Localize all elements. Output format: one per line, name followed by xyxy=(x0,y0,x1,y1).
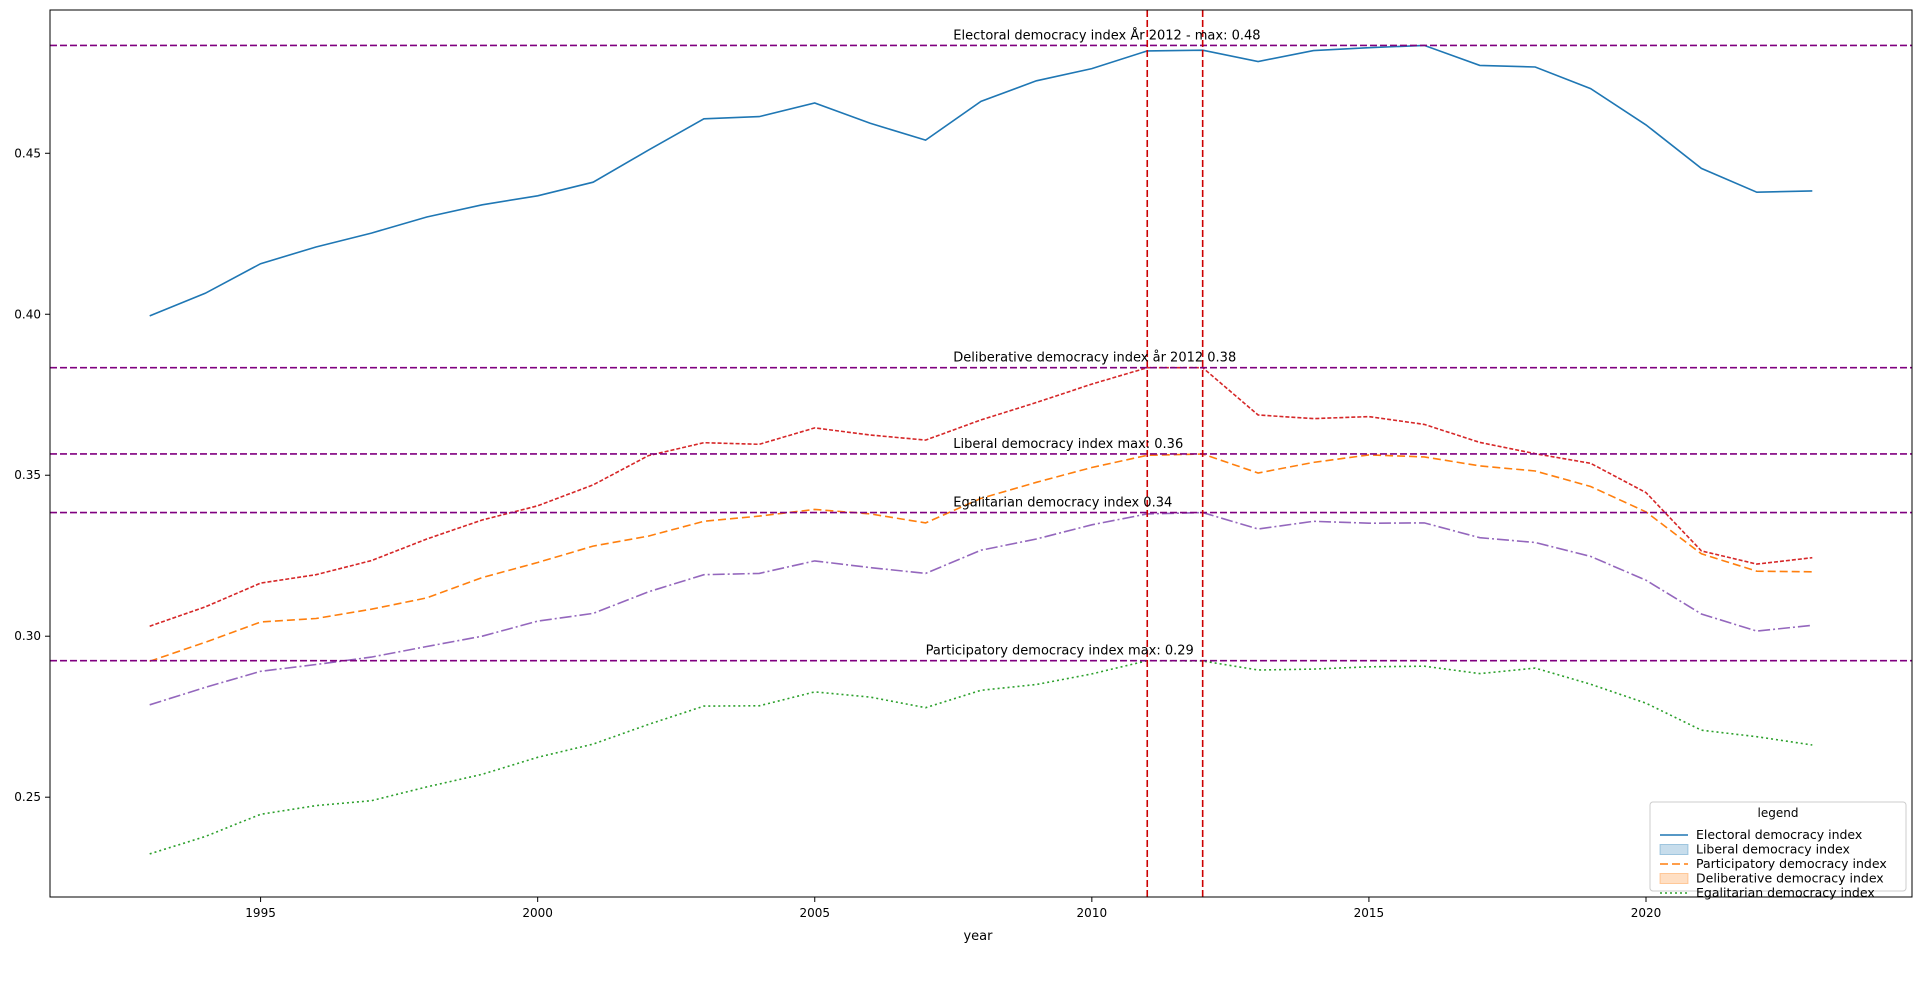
legend-entry-label-4: Egalitarian democracy index xyxy=(1696,885,1875,900)
hline-label-0: Electoral democracy index År 2012 - max:… xyxy=(953,27,1260,43)
y-tick-label-4: 0.45 xyxy=(14,146,41,160)
y-tick-label-0: 0.25 xyxy=(14,790,41,804)
legend-entry-label-3: Deliberative democracy index xyxy=(1696,871,1884,886)
legend-entry-label-0: Electoral democracy index xyxy=(1696,827,1862,842)
hline-label-1: Deliberative democracy index år 2012 0.3… xyxy=(953,351,1236,366)
x-tick-label-4: 2015 xyxy=(1354,906,1385,920)
plot-area: Electoral democracy index År 2012 - max:… xyxy=(14,9,1913,920)
y-tick-label-1: 0.30 xyxy=(14,629,41,643)
x-axis-label: year xyxy=(963,929,993,944)
series-line-egalitarian_purple xyxy=(149,511,1813,706)
legend-swatch-1 xyxy=(1659,844,1689,855)
legend-swatch-3 xyxy=(1659,873,1689,884)
y-tick-label-2: 0.35 xyxy=(14,468,41,482)
hline-label-4: Participatory democracy index max: 0.29 xyxy=(926,644,1194,659)
plot-content xyxy=(50,10,1912,897)
x-tick-label-1: 2000 xyxy=(522,906,553,920)
hline-label-3: Egalitarian democracy index 0.34 xyxy=(953,496,1172,511)
series-line-electoral xyxy=(149,44,1813,317)
x-tick-label-3: 2010 xyxy=(1077,906,1108,920)
legend-entry-label-2: Participatory democracy index xyxy=(1696,856,1887,871)
x-tick-label-2: 2005 xyxy=(799,906,830,920)
legend-entry-label-1: Liberal democracy index xyxy=(1696,842,1850,857)
legend-frame xyxy=(1649,801,1907,892)
x-tick-label-5: 2020 xyxy=(1631,906,1662,920)
x-tick-label-0: 1995 xyxy=(245,906,276,920)
legend-title: legend xyxy=(1758,806,1799,820)
plot-frame xyxy=(49,9,1913,898)
hline-label-2: Liberal democracy index max: 0.36 xyxy=(953,437,1183,452)
series-line-participatory xyxy=(149,453,1813,663)
series-line-egalitarian_green xyxy=(149,659,1813,855)
y-tick-label-3: 0.40 xyxy=(14,307,41,321)
